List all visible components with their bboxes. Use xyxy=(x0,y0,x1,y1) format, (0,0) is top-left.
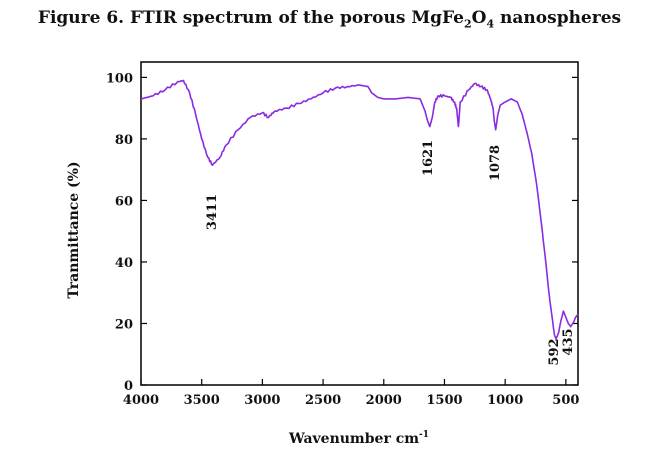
title-mid: O xyxy=(471,8,487,28)
peak-label-3411: 3411 xyxy=(205,194,220,230)
tick-group xyxy=(140,76,578,386)
x-tick-label-3500: 3500 xyxy=(184,393,220,408)
peak-label-435: 435 xyxy=(561,328,576,355)
x-tick-label-4000: 4000 xyxy=(123,393,159,408)
x-tick-label-1000: 1000 xyxy=(487,393,523,408)
peak-label-1621: 1621 xyxy=(421,140,436,176)
x-tick-label-1500: 1500 xyxy=(426,393,462,408)
x-tick-label-3000: 3000 xyxy=(244,393,280,408)
peak-label-1078: 1078 xyxy=(488,145,503,181)
title-prefix: Figure 6. FTIR spectrum of the porous Mg… xyxy=(37,8,464,28)
peak-label-592: 592 xyxy=(547,338,562,365)
title-suffix: nanospheres xyxy=(494,8,622,28)
title-sub-2: 2 xyxy=(464,17,472,31)
x-axis-title: Wavenumber cm-1 xyxy=(288,430,429,447)
y-tick-label-60: 60 xyxy=(115,194,133,209)
plot-frame xyxy=(140,61,579,386)
spectrum-line xyxy=(140,79,579,340)
x-tick-label-500: 500 xyxy=(552,393,579,408)
y-tick-label-80: 80 xyxy=(115,133,133,148)
title-sub-4: 4 xyxy=(486,17,495,31)
tick-label-group: 4000 3500 3000 2500 2000 1500 1000 500 0 20 40 60 80… xyxy=(106,71,580,408)
y-tick-label-0: 0 xyxy=(124,379,133,394)
x-tick-label-2000: 2000 xyxy=(366,393,402,408)
figure-title: Figure 6. FTIR spectrum of the porous Mg… xyxy=(0,8,659,30)
y-tick-label-100: 100 xyxy=(106,71,133,86)
x-tick-label-2500: 2500 xyxy=(305,393,341,408)
x-axis-title-sup: -1 xyxy=(419,430,429,440)
y-tick-label-20: 20 xyxy=(115,317,133,332)
y-axis-title: Tranmittance (%) xyxy=(66,161,82,298)
x-axis-title-text: Wavenumber cm xyxy=(288,431,419,447)
y-tick-label-40: 40 xyxy=(115,256,133,271)
peak-label-group: 3411 1621 1078 592 435 xyxy=(205,140,576,366)
